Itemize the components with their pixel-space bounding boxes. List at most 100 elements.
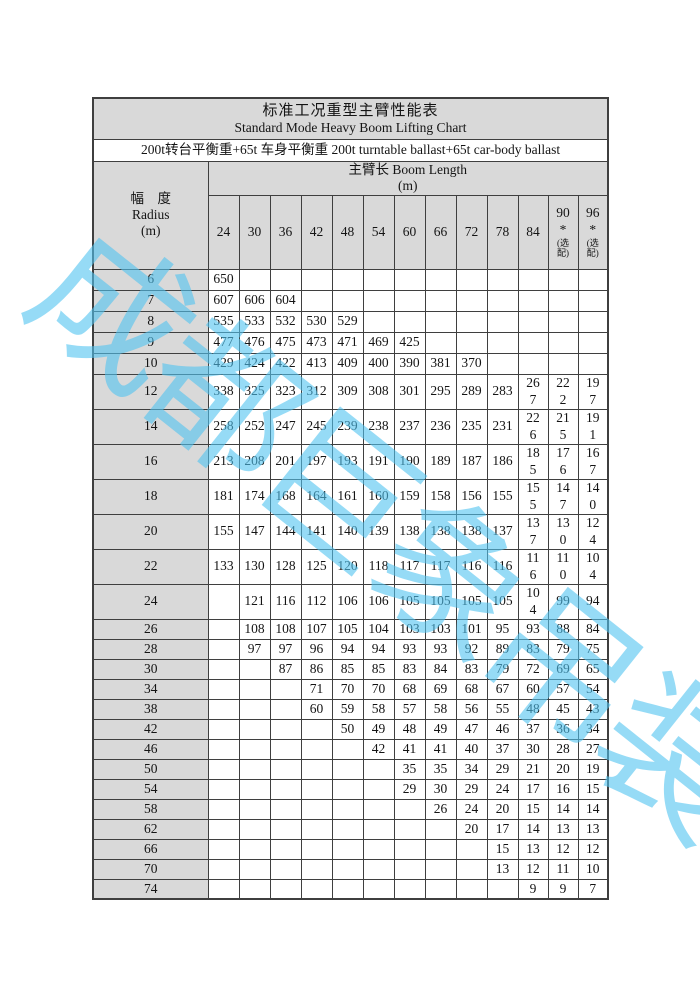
load-capacity-cell: 26 7: [517, 373, 549, 410]
empty-cell: [238, 758, 271, 780]
load-capacity-cell: 191: [362, 443, 395, 480]
load-capacity-cell: 400: [362, 352, 395, 375]
empty-cell: [393, 268, 426, 291]
table-row: 42 50 49 48 49 47 46 37 36 34: [92, 718, 609, 740]
empty-cell: [207, 583, 240, 620]
load-capacity-cell: 159: [393, 478, 426, 515]
load-capacity-cell: 471: [331, 331, 364, 354]
load-capacity-cell: 83: [517, 638, 549, 660]
table-row: 16 213 208 201 197 193 191 190 189 187 186 18 5 17 6…: [92, 443, 609, 480]
empty-cell: [547, 289, 579, 312]
empty-cell: [486, 310, 519, 333]
load-capacity-cell: 247: [269, 408, 302, 445]
load-capacity-cell: 112: [300, 583, 333, 620]
load-capacity-cell: 29: [455, 778, 488, 800]
load-capacity-cell: 92: [455, 638, 488, 660]
empty-cell: [547, 310, 579, 333]
title-row: 标准工况重型主臂性能表 Standard Mode Heavy Boom Lif…: [92, 97, 609, 140]
empty-cell: [455, 289, 488, 312]
load-capacity-cell: 14 0: [577, 478, 609, 515]
load-capacity-cell: 19 1: [577, 408, 609, 445]
empty-cell: [207, 838, 240, 860]
load-capacity-cell: 60: [300, 698, 333, 720]
load-capacity-cell: 258: [207, 408, 240, 445]
empty-cell: [331, 268, 364, 291]
table-row: 8 535 533 532 530 529: [92, 310, 609, 333]
load-capacity-cell: 50: [331, 718, 364, 740]
load-capacity-cell: 104: [362, 618, 395, 640]
radius-value: 14: [92, 408, 209, 445]
empty-cell: [455, 268, 488, 291]
radius-value: 34: [92, 678, 209, 700]
empty-cell: [393, 838, 426, 860]
empty-cell: [486, 268, 519, 291]
load-capacity-cell: 94: [331, 638, 364, 660]
load-capacity-cell: 34: [577, 718, 609, 740]
empty-cell: [424, 878, 457, 900]
radius-value: 58: [92, 798, 209, 820]
load-capacity-cell: 197: [300, 443, 333, 480]
load-capacity-cell: 29: [393, 778, 426, 800]
load-capacity-cell: 208: [238, 443, 271, 480]
load-capacity-cell: 28: [547, 738, 579, 760]
empty-cell: [393, 878, 426, 900]
empty-cell: [238, 818, 271, 840]
load-capacity-cell: 84: [424, 658, 457, 680]
load-capacity-cell: 65: [577, 658, 609, 680]
load-capacity-cell: 105: [393, 583, 426, 620]
load-capacity-cell: 390: [393, 352, 426, 375]
load-capacity-cell: 13 0: [547, 513, 579, 550]
empty-cell: [577, 268, 609, 291]
empty-cell: [331, 778, 364, 800]
empty-cell: [455, 310, 488, 333]
load-capacity-cell: 252: [238, 408, 271, 445]
empty-cell: [300, 798, 333, 820]
empty-cell: [424, 331, 457, 354]
table-row: 66 15 13 12 12: [92, 838, 609, 860]
empty-cell: [207, 798, 240, 820]
load-capacity-cell: 409: [331, 352, 364, 375]
load-capacity-cell: 174: [238, 478, 271, 515]
load-capacity-cell: 20: [455, 818, 488, 840]
empty-cell: [207, 878, 240, 900]
load-capacity-cell: 22 2: [547, 373, 579, 410]
load-capacity-cell: 14 7: [547, 478, 579, 515]
empty-cell: [486, 331, 519, 354]
load-capacity-cell: 532: [269, 310, 302, 333]
load-capacity-cell: 323: [269, 373, 302, 410]
empty-cell: [269, 678, 302, 700]
empty-cell: [269, 838, 302, 860]
load-capacity-cell: 10 4: [517, 583, 549, 620]
empty-cell: [393, 310, 426, 333]
load-capacity-cell: 301: [393, 373, 426, 410]
load-capacity-cell: 158: [424, 478, 457, 515]
load-capacity-cell: 97: [238, 638, 271, 660]
load-capacity-cell: 21: [517, 758, 549, 780]
load-capacity-cell: 469: [362, 331, 395, 354]
load-capacity-cell: 57: [393, 698, 426, 720]
empty-cell: [238, 738, 271, 760]
lifting-chart-table: 标准工况重型主臂性能表 Standard Mode Heavy Boom Lif…: [92, 97, 610, 900]
load-capacity-cell: 48: [393, 718, 426, 740]
load-capacity-cell: 47: [455, 718, 488, 740]
load-capacity-cell: 22 6: [517, 408, 549, 445]
load-capacity-cell: 12: [547, 838, 579, 860]
load-capacity-cell: 12 4: [577, 513, 609, 550]
load-capacity-cell: 116: [486, 548, 519, 585]
empty-cell: [238, 268, 271, 291]
load-capacity-cell: 58: [362, 698, 395, 720]
empty-cell: [486, 289, 519, 312]
empty-cell: [331, 818, 364, 840]
empty-cell: [238, 698, 271, 720]
empty-cell: [269, 738, 302, 760]
table-row: 10 429 424 422 413 409 400 390 381 370: [92, 352, 609, 375]
empty-cell: [300, 878, 333, 900]
table-row: 30 87 86 85 85 83 84 83 79 72 69 65: [92, 658, 609, 680]
load-capacity-cell: 476: [238, 331, 271, 354]
boom-length-column-header-optional: 96 * (选配): [577, 194, 609, 270]
radius-value: 74: [92, 878, 209, 900]
empty-cell: [300, 758, 333, 780]
load-capacity-cell: 85: [362, 658, 395, 680]
empty-cell: [269, 268, 302, 291]
